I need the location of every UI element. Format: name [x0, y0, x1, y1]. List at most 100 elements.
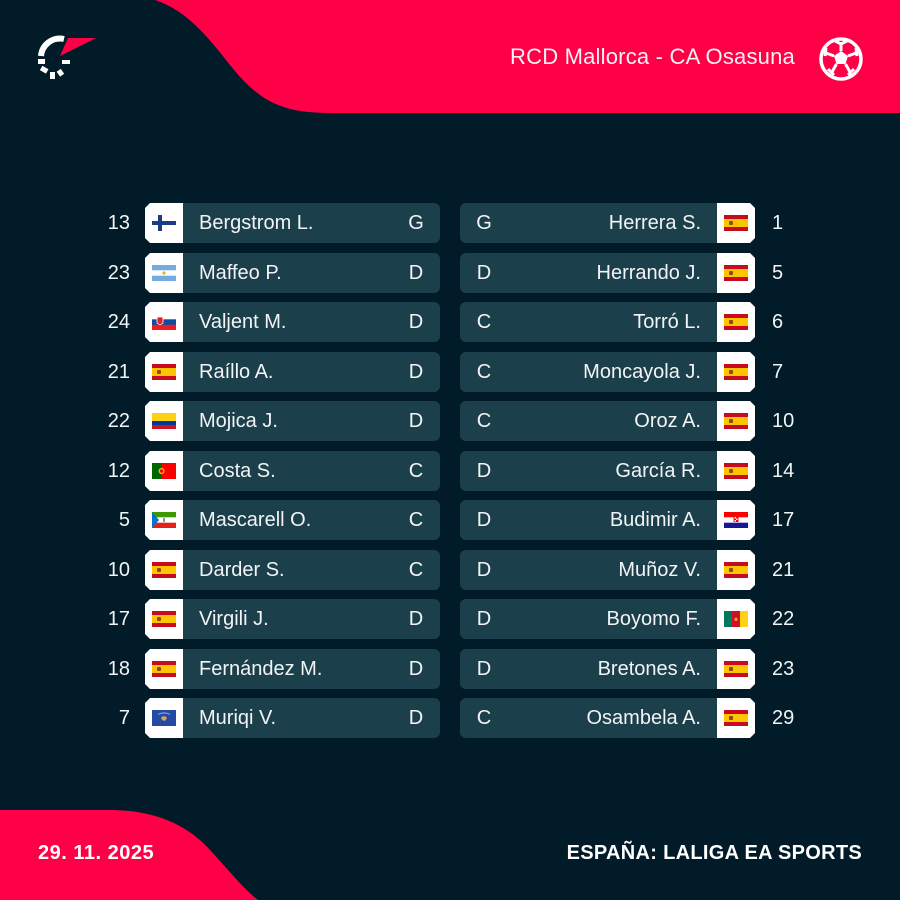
flag-spain-icon [724, 314, 748, 330]
away-player-row[interactable]: 23 Bretones A. D [0, 649, 900, 689]
player-panel[interactable]: Osambela A. C [460, 698, 755, 738]
home-player-row[interactable]: 18 Fernández M. D [0, 649, 900, 689]
shirt-number: 22 [772, 608, 795, 630]
player-name[interactable]: Virgili J. [199, 608, 269, 630]
player-panel[interactable]: Oroz A. C [460, 401, 755, 441]
nationality-cell [717, 649, 755, 689]
player-name[interactable]: Mojica J. [199, 410, 278, 432]
player-panel[interactable]: Mascarell O. C [145, 500, 440, 540]
home-player-row[interactable]: 22 Mojica J. D [0, 401, 900, 441]
player-name[interactable]: Bergstrom L. [199, 212, 314, 234]
player-panel[interactable]: Moncayola J. C [460, 352, 755, 392]
shirt-number: 22 [107, 410, 130, 432]
player-panel[interactable]: Torró L. C [460, 302, 755, 342]
player-panel[interactable]: Muriqi V. D [145, 698, 440, 738]
player-name[interactable]: Valjent M. [199, 311, 287, 333]
away-player-row[interactable]: 14 García R. D [0, 451, 900, 491]
player-name-cell: Fernández M. D [183, 649, 440, 689]
home-player-row[interactable]: 17 Virgili J. D [0, 599, 900, 639]
flashscore-logo-icon [38, 35, 96, 79]
away-player-row[interactable]: 22 Boyomo F. D [0, 599, 900, 639]
shirt-number: 18 [107, 658, 130, 680]
player-panel[interactable]: Bretones A. D [460, 649, 755, 689]
player-panel[interactable]: García R. D [460, 451, 755, 491]
home-player-row[interactable]: 24 Valjent M. D [0, 302, 900, 342]
player-panel[interactable]: Herrera S. G [460, 203, 755, 243]
player-panel[interactable]: Raíllo A. D [145, 352, 440, 392]
player-name[interactable]: Budimir A. [609, 509, 701, 531]
nationality-cell [717, 599, 755, 639]
player-name-cell: Osambela A. C [460, 698, 717, 738]
player-panel[interactable]: Costa S. C [145, 451, 440, 491]
away-player-row[interactable]: 5 Herrando J. D [0, 253, 900, 293]
shirt-number: 29 [772, 707, 795, 729]
player-name[interactable]: Bretones A. [597, 658, 701, 680]
player-name-cell: Costa S. C [183, 451, 440, 491]
player-position: D [408, 361, 424, 383]
player-name[interactable]: Oroz A. [634, 410, 701, 432]
player-name[interactable]: Moncayola J. [583, 361, 701, 383]
player-name[interactable]: Darder S. [199, 559, 285, 581]
home-player-row[interactable]: 21 Raíllo A. D [0, 352, 900, 392]
player-position: C [476, 311, 492, 333]
nationality-cell [717, 302, 755, 342]
player-name[interactable]: Muñoz V. [618, 559, 701, 581]
flag-kosovo-icon [152, 710, 176, 726]
away-player-row[interactable]: 1 Herrera S. G [0, 203, 900, 243]
player-panel[interactable]: Maffeo P. D [145, 253, 440, 293]
nationality-cell [145, 550, 183, 590]
away-player-row[interactable]: 21 Muñoz V. D [0, 550, 900, 590]
home-player-row[interactable]: 12 Costa S. C [0, 451, 900, 491]
player-name[interactable]: Herrando J. [596, 262, 702, 284]
player-panel[interactable]: Muñoz V. D [460, 550, 755, 590]
player-position: D [476, 460, 492, 482]
player-panel[interactable]: Budimir A. D [460, 500, 755, 540]
player-position: D [476, 559, 492, 581]
player-name[interactable]: Fernández M. [199, 658, 323, 680]
player-name[interactable]: Raíllo A. [199, 361, 274, 383]
player-panel[interactable]: Fernández M. D [145, 649, 440, 689]
player-position: D [408, 608, 424, 630]
player-position: D [476, 658, 492, 680]
home-player-row[interactable]: 13 Bergstrom L. G [0, 203, 900, 243]
shirt-number: 6 [772, 311, 784, 333]
player-panel[interactable]: Mojica J. D [145, 401, 440, 441]
nationality-cell [717, 698, 755, 738]
nationality-cell [145, 352, 183, 392]
player-name[interactable]: Boyomo F. [606, 608, 701, 630]
shirt-number: 23 [107, 262, 130, 284]
shirt-number: 17 [107, 608, 130, 630]
nationality-cell [145, 599, 183, 639]
home-player-row[interactable]: 7 Muriqi V. D [0, 698, 900, 738]
player-panel[interactable]: Darder S. C [145, 550, 440, 590]
player-name[interactable]: García R. [615, 460, 701, 482]
player-position: D [408, 658, 424, 680]
player-panel[interactable]: Bergstrom L. G [145, 203, 440, 243]
away-player-row[interactable]: 7 Moncayola J. C [0, 352, 900, 392]
player-name[interactable]: Torró L. [633, 311, 701, 333]
home-player-row[interactable]: 10 Darder S. C [0, 550, 900, 590]
player-name[interactable]: Osambela A. [586, 707, 701, 729]
player-panel[interactable]: Virgili J. D [145, 599, 440, 639]
player-panel[interactable]: Herrando J. D [460, 253, 755, 293]
player-name[interactable]: Maffeo P. [199, 262, 282, 284]
player-name-cell: Valjent M. D [183, 302, 440, 342]
nationality-cell [145, 401, 183, 441]
away-player-row[interactable]: 29 Osambela A. C [0, 698, 900, 738]
player-name[interactable]: Muriqi V. [199, 707, 277, 729]
home-player-row[interactable]: 23 Maffeo P. D [0, 253, 900, 293]
away-player-row[interactable]: 10 Oroz A. C [0, 401, 900, 441]
player-panel[interactable]: Boyomo F. D [460, 599, 755, 639]
away-player-row[interactable]: 6 Torró L. C [0, 302, 900, 342]
player-name[interactable]: Costa S. [199, 460, 276, 482]
player-name-cell: Virgili J. D [183, 599, 440, 639]
player-position: D [476, 262, 492, 284]
player-name-cell: Torró L. C [460, 302, 717, 342]
away-player-row[interactable]: 17 Budimir A. D [0, 500, 900, 540]
player-position: C [476, 410, 492, 432]
player-panel[interactable]: Valjent M. D [145, 302, 440, 342]
flag-croatia-icon [724, 512, 748, 528]
player-name[interactable]: Herrera S. [608, 212, 701, 234]
home-player-row[interactable]: 5 Mascarell O. C [0, 500, 900, 540]
player-name[interactable]: Mascarell O. [199, 509, 312, 531]
